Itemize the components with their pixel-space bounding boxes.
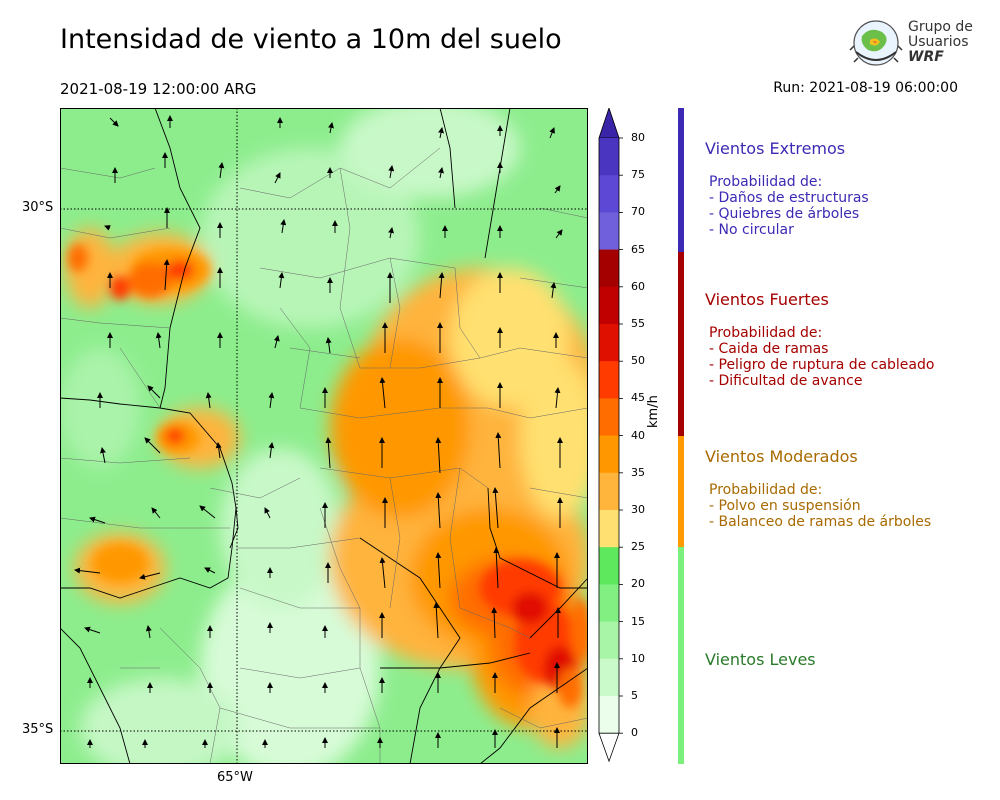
category-description-line: - Peligro de ruptura de cableado — [709, 357, 935, 373]
colorbar-tick: 40 — [631, 428, 645, 442]
lat-label-35: 35°S — [22, 722, 54, 737]
category-description: Probabilidad de: - Daños de estructuras - … — [709, 174, 869, 238]
category-title: Vientos Leves — [705, 650, 816, 669]
logo-text-3: WRF — [908, 49, 944, 65]
category-description-line: - Daños de estructuras — [709, 190, 869, 206]
colorbar-tick: 0 — [631, 726, 638, 740]
colorbar — [598, 108, 623, 763]
colorbar-segment — [599, 249, 619, 288]
colorbar-segment — [599, 361, 619, 399]
valid-time: 2021-08-19 12:00:00 ARG — [60, 80, 257, 98]
colorbar-tick: 60 — [631, 279, 645, 293]
category-block: Vientos Extremos Probabilidad de: - Daños … — [705, 139, 869, 238]
colorbar-segment — [599, 658, 619, 697]
category-description-line: Probabilidad de: — [709, 325, 823, 341]
category-description-line: - Caida de ramas — [709, 341, 829, 357]
colorbar-tick: 55 — [631, 317, 645, 330]
colorbar-segment — [599, 584, 619, 622]
colorbar-tick: 70 — [631, 205, 645, 219]
category-title: Vientos Moderados — [705, 447, 858, 466]
colorbar-segment — [599, 621, 619, 660]
colorbar-extend-top — [598, 108, 620, 139]
colorbar-tick: 80 — [631, 131, 645, 144]
category-block: Vientos Fuertes Probabilidad de: - Caida d… — [705, 290, 934, 389]
colorbar-segment — [599, 286, 619, 325]
wind-vectors — [74, 115, 563, 748]
colorbar-segment — [599, 472, 619, 511]
department-boundaries — [60, 147, 588, 764]
colorbar-tick: 10 — [631, 651, 645, 665]
globe-icon — [849, 20, 903, 66]
category-description-line: Probabilidad de: — [709, 482, 823, 498]
colorbar-extend-bottom — [598, 732, 620, 763]
wind-map — [60, 108, 588, 764]
colorbar-tick: 20 — [631, 577, 645, 591]
colorbar-tick: 45 — [631, 391, 645, 405]
category-description: Probabilidad de: - Caida de ramas - Peligr… — [709, 325, 934, 389]
colorbar-tick: 5 — [631, 689, 638, 702]
colorbar-tick: 30 — [631, 503, 645, 516]
category-block: Vientos Moderados Probabilidad de: - Polvo… — [705, 447, 931, 530]
category-bar — [678, 108, 684, 252]
colorbar-unit: km/h — [646, 395, 661, 428]
wrf-logo: Grupo de Usuarios WRF — [848, 16, 973, 76]
category-title: Vientos Fuertes — [705, 290, 829, 309]
colorbar-tick: 15 — [631, 614, 645, 628]
wind-field — [60, 108, 588, 764]
chart-title: Intensidad de viento a 10m del suelo — [60, 24, 562, 55]
colorbar-segment — [599, 212, 619, 250]
colorbar-segment — [599, 435, 619, 474]
logo-text-2: Usuarios — [908, 34, 969, 50]
category-bar — [678, 547, 684, 764]
graticule — [60, 108, 588, 764]
category-bar — [678, 252, 684, 436]
category-block: Vientos Leves — [705, 650, 816, 669]
colorbar-tick: 25 — [631, 540, 645, 554]
colorbar-tick: 75 — [631, 168, 645, 182]
colorbar-segment — [599, 510, 619, 548]
colorbar-tick: 65 — [631, 242, 645, 256]
colorbar-segment — [599, 398, 619, 436]
category-description-line: - Dificultad de avance — [709, 373, 863, 389]
colorbar-segment — [599, 696, 619, 734]
colorbar-segment — [599, 175, 619, 213]
colorbar-tick: 35 — [631, 465, 645, 479]
lon-label-65: 65°W — [217, 770, 253, 785]
colorbar-tick: 50 — [631, 354, 645, 368]
colorbar-segment — [599, 547, 619, 585]
category-description-line: Probabilidad de: — [709, 174, 823, 190]
province-boundaries — [60, 108, 588, 764]
category-description-line: - Polvo en suspensión — [709, 498, 861, 514]
category-description-line: - Quiebres de árboles — [709, 206, 860, 222]
lat-label-30: 30°S — [22, 200, 54, 215]
category-description-line: - No circular — [709, 222, 794, 238]
run-time: Run: 2021-08-19 06:00:00 — [773, 80, 958, 96]
category-bar — [678, 436, 684, 547]
logo-text-1: Grupo de — [908, 19, 973, 35]
colorbar-segment — [599, 324, 619, 362]
category-description-line: - Balanceo de ramas de árboles — [709, 514, 932, 530]
colorbar-segment — [599, 138, 619, 176]
category-title: Vientos Extremos — [705, 139, 846, 158]
category-description: Probabilidad de: - Polvo en suspensión - B… — [709, 482, 931, 530]
